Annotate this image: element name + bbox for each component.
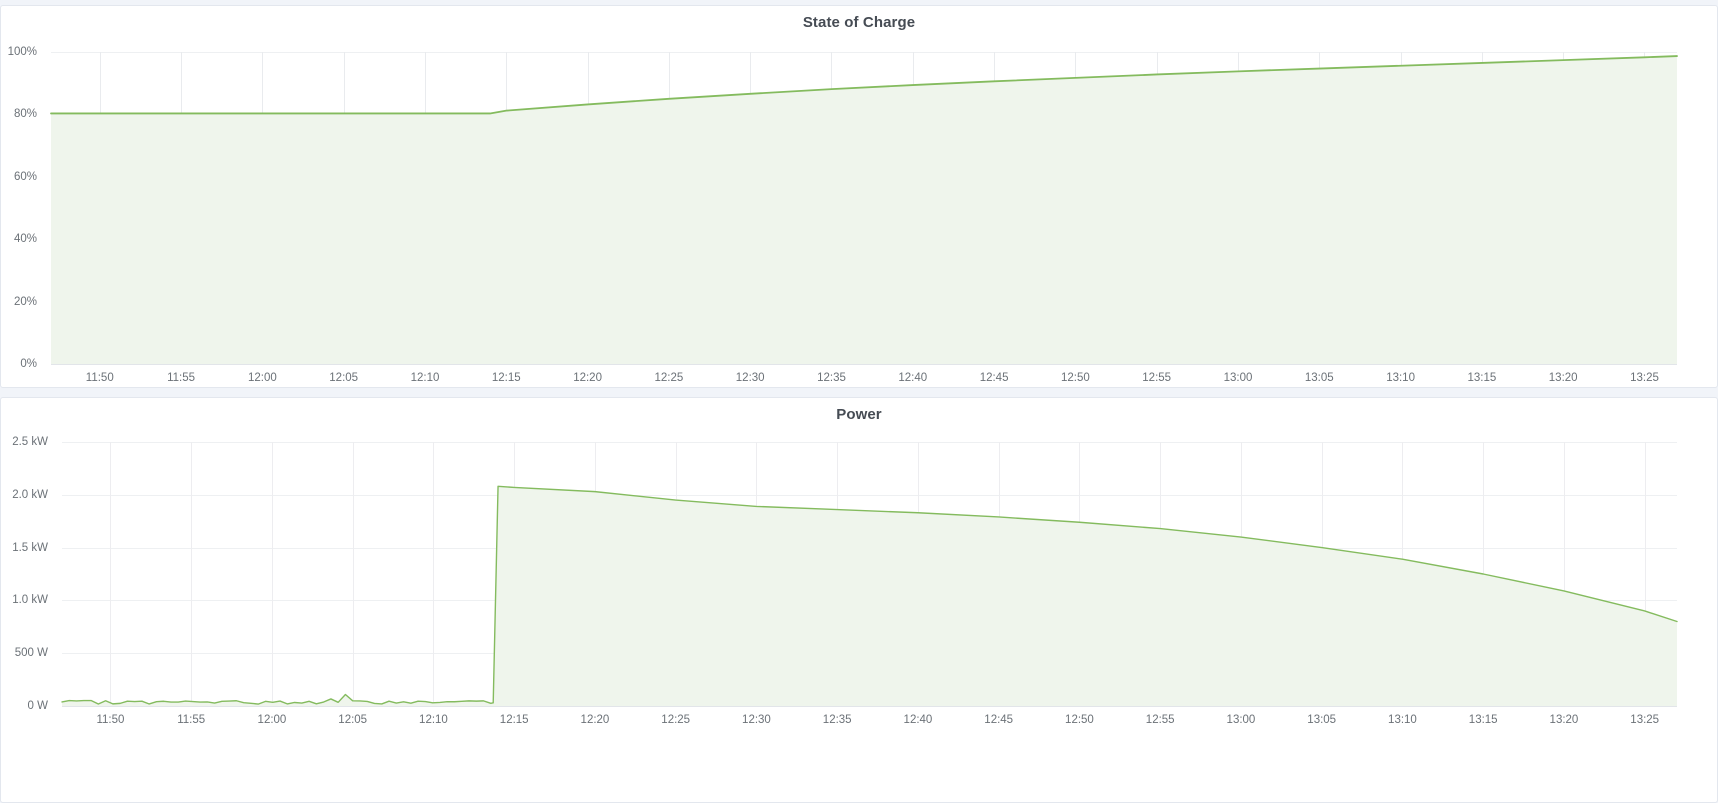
y-axis-labels-power: 0 W 500 W 1.0 kW 1.5 kW 2.0 kW 2.5 kW bbox=[1, 436, 56, 712]
x-tick-label: 12:05 bbox=[338, 714, 368, 726]
x-tick-label: 12:50 bbox=[1060, 372, 1090, 384]
x-tick-label: 12:25 bbox=[661, 714, 691, 726]
x-tick-label: 11:55 bbox=[167, 372, 196, 384]
chart-svg-state-of-charge bbox=[50, 52, 1678, 365]
x-tick-label: 12:40 bbox=[898, 372, 928, 384]
x-tick-label: 12:00 bbox=[247, 372, 277, 384]
panel-title-power: Power bbox=[836, 406, 882, 423]
x-tick-label: 13:15 bbox=[1468, 714, 1498, 726]
x-tick-label: 13:15 bbox=[1467, 372, 1497, 384]
x-tick-label: 13:10 bbox=[1388, 714, 1417, 726]
x-tick-label: 12:10 bbox=[410, 372, 440, 384]
x-tick-label: 12:30 bbox=[735, 372, 765, 384]
x-tick-label: 12:20 bbox=[580, 714, 610, 726]
y-axis-labels-state-of-charge: 0% 20% 40% 60% 80% 100% bbox=[1, 46, 45, 370]
y-tick-label: 80% bbox=[13, 108, 37, 121]
y-tick-label: 1.5 kW bbox=[12, 541, 48, 554]
x-tick-label: 13:05 bbox=[1304, 372, 1334, 384]
x-tick-label: 11:55 bbox=[177, 714, 206, 726]
y-tick-label: 40% bbox=[13, 233, 37, 246]
x-tick-label: 13:25 bbox=[1630, 372, 1659, 384]
x-tick-label: 13:00 bbox=[1226, 714, 1256, 726]
y-tick-label: 20% bbox=[13, 295, 37, 308]
x-tick-label: 12:45 bbox=[984, 714, 1014, 726]
x-tick-label: 13:10 bbox=[1386, 372, 1415, 384]
y-tick-label: 500 W bbox=[14, 647, 48, 660]
y-tick-label: 0 W bbox=[27, 700, 48, 712]
x-tick-label: 13:00 bbox=[1223, 372, 1253, 384]
x-tick-label: 12:35 bbox=[817, 372, 846, 384]
x-tick-label: 12:05 bbox=[329, 372, 359, 384]
x-tick-label: 12:55 bbox=[1142, 372, 1172, 384]
x-tick-label: 13:20 bbox=[1549, 714, 1579, 726]
panel-title-state-of-charge: State of Charge bbox=[802, 14, 916, 31]
x-tick-label: 12:40 bbox=[903, 714, 933, 726]
x-tick-label: 12:20 bbox=[573, 372, 602, 384]
plot-area-state-of-charge[interactable] bbox=[50, 52, 1678, 365]
x-tick-label: 12:00 bbox=[257, 714, 287, 726]
y-tick-label: 100% bbox=[7, 46, 37, 58]
x-tick-label: 12:25 bbox=[654, 372, 684, 384]
x-axis-labels-power: 11:50 11:55 12:00 12:05 12:10 12:15 12:20 12:25… bbox=[62, 714, 1677, 732]
panel-state-of-charge: State of Charge 0% 20% 40% 60% 80% 100% 11:50… bbox=[0, 5, 1718, 388]
x-tick-label: 11:50 bbox=[96, 714, 125, 726]
panel-power: Power 0 W 500 W 1.0 kW 1.5 kW 2.0 kW 2.5 kW 1… bbox=[0, 397, 1718, 803]
x-tick-label: 12:45 bbox=[979, 372, 1009, 384]
x-tick-label: 12:15 bbox=[491, 372, 521, 384]
x-tick-label: 12:35 bbox=[822, 714, 852, 726]
chart-svg-power bbox=[61, 442, 1678, 707]
x-tick-label: 13:05 bbox=[1307, 714, 1337, 726]
x-tick-label: 12:55 bbox=[1145, 714, 1175, 726]
x-tick-label: 13:20 bbox=[1548, 372, 1578, 384]
x-tick-label: 12:10 bbox=[419, 714, 448, 726]
y-tick-label: 60% bbox=[13, 170, 37, 183]
x-tick-label: 12:30 bbox=[742, 714, 771, 726]
x-tick-label: 12:50 bbox=[1065, 714, 1094, 726]
y-tick-label: 1.0 kW bbox=[12, 594, 48, 607]
y-tick-label: 2.0 kW bbox=[12, 488, 48, 501]
x-axis-labels-state-of-charge: 11:50 11:55 12:00 12:05 12:10 12:15 12:20 12:25… bbox=[51, 372, 1677, 387]
plot-area-power[interactable] bbox=[61, 442, 1678, 707]
y-tick-label: 2.5 kW bbox=[12, 436, 48, 448]
x-tick-label: 11:50 bbox=[85, 372, 114, 384]
x-tick-label: 12:15 bbox=[499, 714, 529, 726]
x-tick-label: 13:25 bbox=[1630, 714, 1660, 726]
y-tick-label: 0% bbox=[20, 358, 37, 370]
